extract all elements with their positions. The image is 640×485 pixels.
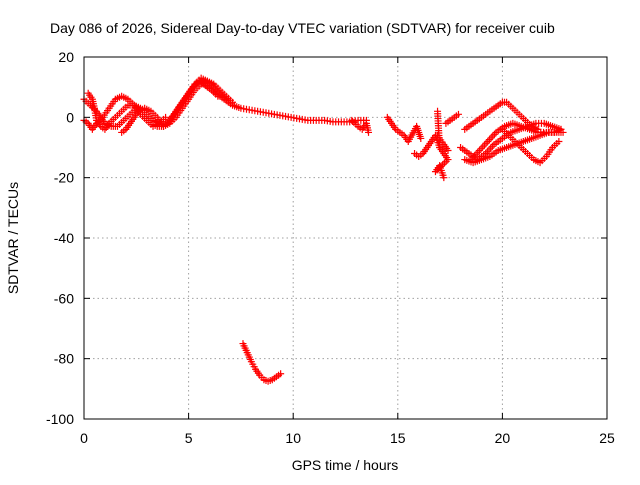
series-arc-long [195, 77, 370, 126]
data-point [487, 134, 495, 142]
series-arc-gap-1 [383, 113, 425, 145]
series-arc-end-5 [498, 125, 563, 167]
data-point [479, 143, 487, 151]
data-point [436, 144, 444, 151]
data-point [454, 110, 462, 118]
grid-lines [84, 57, 607, 419]
data-point [484, 137, 492, 145]
data-point [365, 128, 373, 136]
x-tick-label: 10 [285, 430, 301, 446]
data-point [417, 134, 425, 142]
data-point [559, 128, 567, 136]
y-tick-label: 0 [66, 109, 74, 125]
data-series [80, 74, 567, 385]
data-point [485, 136, 493, 144]
data-point [444, 147, 452, 155]
x-tick-label: 25 [599, 430, 615, 446]
data-point [440, 174, 448, 182]
y-tick-label: -80 [54, 351, 74, 367]
data-point [442, 157, 450, 165]
data-point [488, 142, 496, 150]
x-axis-label: GPS time / hours [292, 457, 399, 473]
x-tick-label: 15 [390, 430, 406, 446]
y-axis-label: SDTVAR / TECUs [5, 182, 21, 294]
y-tick-label: -60 [54, 290, 74, 306]
x-tick-label: 20 [495, 430, 511, 446]
y-tick-label: -40 [54, 230, 74, 246]
data-point [489, 132, 497, 140]
series-arc-gap-5 [434, 107, 444, 151]
data-point [480, 141, 488, 149]
series-arc-gap-4 [442, 110, 462, 127]
chart-title: Day 086 of 2026, Sidereal Day-to-day VTE… [50, 20, 555, 36]
x-tick-label: 5 [185, 430, 193, 446]
data-point [475, 147, 483, 155]
x-tick-label: 0 [80, 430, 88, 446]
y-tick-label: -20 [54, 170, 74, 186]
data-point [277, 370, 285, 378]
series-arc-drop [239, 340, 285, 385]
tick-labels: 0 5 10 15 20 25 -100 -80 -60 -40 -20 0 20 [46, 49, 615, 446]
series-arc-gap-2 [411, 131, 452, 182]
series-arc-late-gap [348, 116, 373, 136]
series-arc-end-4 [461, 128, 567, 167]
data-point [490, 130, 498, 138]
series-arc-early-d [118, 104, 167, 136]
data-point [477, 145, 485, 153]
y-tick-label: 20 [58, 49, 74, 65]
data-point [482, 139, 490, 147]
data-point [162, 113, 170, 121]
data-point [555, 137, 563, 145]
axis-ticks [83, 56, 608, 420]
data-point [487, 144, 495, 152]
y-tick-label: -100 [46, 411, 74, 427]
